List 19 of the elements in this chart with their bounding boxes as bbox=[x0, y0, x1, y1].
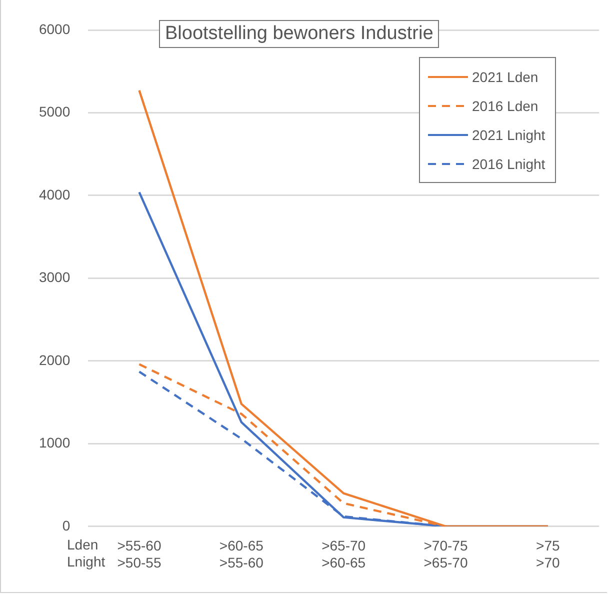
x-tick-label: >60-65 >55-60 bbox=[219, 538, 264, 570]
legend-label: 2016 Lnight bbox=[472, 156, 546, 172]
y-tick-label: 4000 bbox=[38, 186, 70, 202]
legend-label: 2016 Lden bbox=[472, 98, 538, 114]
x-tick-label: >70-75 >65-70 bbox=[424, 538, 468, 570]
x-tick-label: >65-70 >60-65 bbox=[322, 538, 366, 570]
y-tick-label: 6000 bbox=[38, 20, 70, 37]
x-tick-label: >75 >70 bbox=[536, 538, 560, 570]
y-tick-label: 1000 bbox=[38, 434, 70, 451]
legend-label: 2021 Lnight bbox=[472, 126, 546, 142]
text: Lnight bbox=[67, 553, 106, 570]
x-tick-label: >55-60 >50-55 bbox=[117, 538, 162, 570]
y-tick-label: 0 bbox=[62, 517, 70, 534]
legend-label: 2021 Lden bbox=[472, 68, 538, 84]
chart-title: Blootstelling bewoners Industrie bbox=[159, 20, 440, 48]
y-tick-label: 3000 bbox=[38, 269, 70, 286]
y-tick-label: 2000 bbox=[38, 352, 70, 368]
text: Lden bbox=[67, 536, 98, 552]
y-tick-label: 5000 bbox=[38, 104, 70, 120]
